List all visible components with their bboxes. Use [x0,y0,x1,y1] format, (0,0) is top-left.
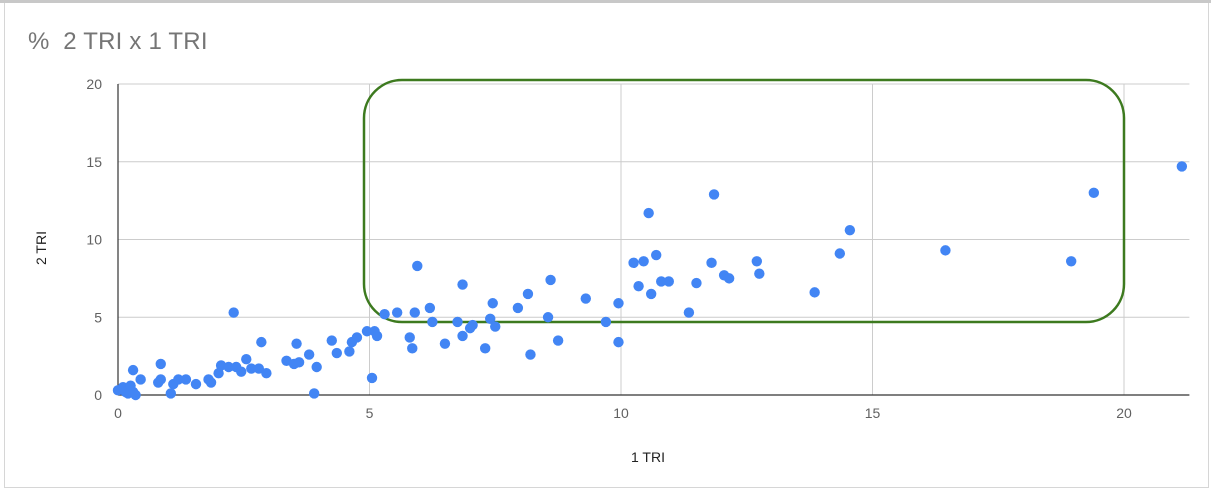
data-point [751,256,763,267]
data-point [155,374,166,385]
data-point [228,307,239,318]
data-point [361,326,373,337]
data-point [391,307,403,318]
data-point [706,257,717,269]
x-tick-label: 15 [865,405,881,421]
tick-labels: 0 5 10 15 20 0 5 10 15 20 [86,76,1132,421]
data-point [256,336,267,348]
data-point [407,343,418,354]
data-point [180,374,192,385]
data-point [427,316,438,328]
chart-title: % 2 TRI x 1 TRI [28,28,208,55]
data-point [708,189,720,200]
data-point [424,302,436,314]
data-point [683,307,695,318]
data-point [467,319,478,331]
x-axis-label: 1 TRI [631,449,665,465]
data-point [651,249,662,261]
data-point [308,388,320,399]
data-point [525,349,536,360]
data-point [940,245,951,256]
data-point [366,372,378,384]
data-point [412,260,423,272]
data-point [236,366,247,377]
y-tick-label: 5 [94,309,102,325]
data-points [112,161,1188,401]
x-tick-label: 10 [613,405,629,421]
data-point [638,256,649,267]
y-tick-label: 20 [86,76,102,92]
y-axis-label: 2 TRI [33,231,49,265]
data-point [155,358,166,370]
data-point [291,338,302,349]
data-point [1065,256,1077,267]
data-point [512,302,524,314]
y-tick-label: 0 [94,387,102,403]
data-point [457,279,468,290]
data-point [351,332,363,343]
data-point [487,298,498,309]
data-point [545,274,556,286]
data-point [522,288,534,300]
data-point [223,361,234,373]
data-point [600,316,612,328]
data-point [479,343,491,354]
data-point [344,346,355,357]
x-tick-label: 20 [1116,405,1132,421]
data-point [130,389,141,401]
data-point [754,268,765,279]
y-tick-label: 10 [86,232,102,248]
data-point [834,248,846,259]
highlight-region [362,78,1126,324]
data-point [439,338,451,349]
data-point [371,330,383,342]
data-point [253,363,265,374]
data-point [552,335,564,346]
data-point [809,287,820,298]
data-point [135,374,146,385]
data-point [723,273,735,284]
data-point [643,207,654,219]
data-point [691,277,702,289]
data-point [165,388,177,399]
data-point [452,316,463,328]
data-point [404,332,415,343]
data-point [663,276,674,287]
data-point [613,298,624,309]
data-point [293,357,305,368]
data-point [628,257,639,269]
data-point [1176,161,1188,172]
data-point [331,347,343,359]
data-point [303,349,315,360]
data-point [542,312,554,323]
data-point [485,313,496,325]
data-point [326,335,337,346]
grid-lines [118,83,1190,395]
data-point [633,280,644,292]
data-point [409,307,420,318]
x-tick-label: 0 [114,405,122,421]
data-point [656,276,667,287]
y-tick-label: 15 [86,154,102,170]
data-point [311,361,322,373]
x-tick-label: 5 [366,405,374,421]
data-point [580,293,591,304]
data-point [241,354,252,365]
data-point [1088,187,1100,199]
data-point [379,308,390,320]
data-point [645,288,657,300]
data-point [127,364,139,376]
data-point [844,224,856,236]
data-point [490,321,501,332]
axes [117,84,1190,396]
data-point [173,374,184,385]
data-point [246,363,257,374]
data-point [261,368,272,379]
top-border [0,0,1211,3]
data-point [190,378,202,390]
data-point [457,330,468,342]
data-point [613,336,624,348]
data-point [205,377,217,388]
